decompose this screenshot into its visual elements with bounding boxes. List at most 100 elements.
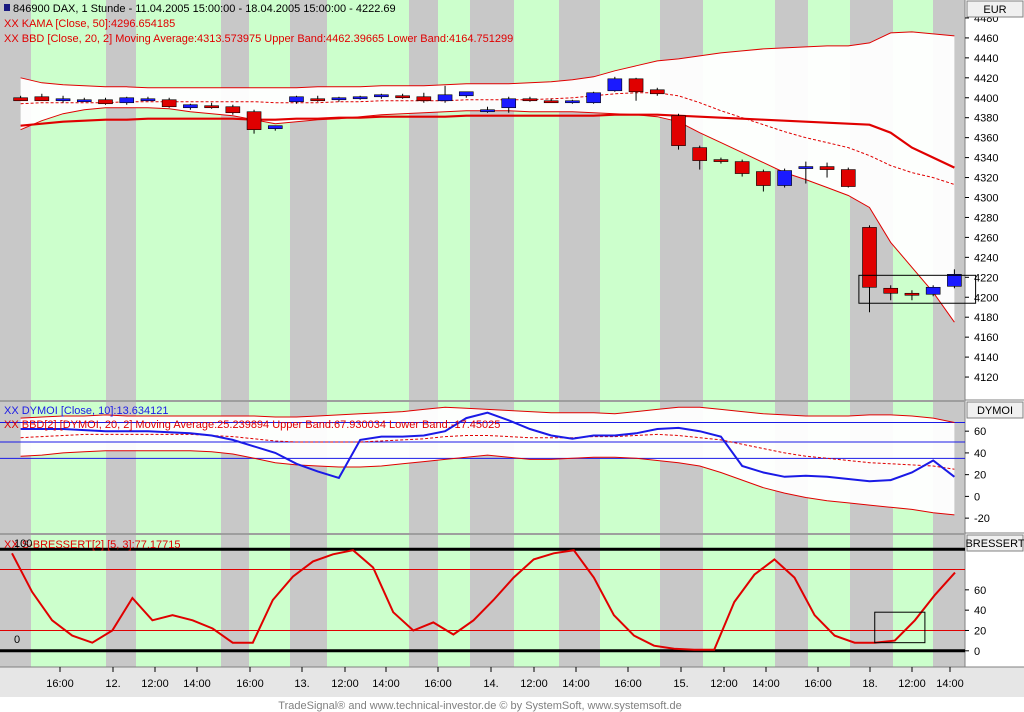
candle-body	[649, 89, 665, 95]
dymoi-bbd-legend: XX BBD[2] [DYMOI, 20, 2] Moving Average:…	[4, 419, 500, 431]
dymoi-axis-label: DYMOI	[977, 405, 1013, 417]
time-tick-label: 14:00	[183, 678, 211, 690]
dymoi-tick-label: 40	[974, 448, 986, 460]
currency-label: EUR	[983, 4, 1006, 16]
bressert-tick-label: 20	[974, 625, 986, 637]
candle-body	[55, 98, 71, 102]
price-panel	[13, 31, 977, 323]
dymoi-legend: XX DYMOI [Close, 10]:13.634121	[4, 405, 168, 417]
dymoi-axis: DYMOI -20 0 20 40 60	[965, 401, 1024, 525]
price-tick-label: 4140	[974, 352, 998, 364]
candle-body	[734, 161, 750, 174]
price-tick-label: 4160	[974, 332, 998, 344]
time-tick-label: 12:00	[141, 678, 169, 690]
bbd-legend: XX BBD [Close, 20, 2] Moving Average:431…	[4, 33, 513, 45]
bressert-axis-label: BRESSERT	[965, 538, 1024, 550]
price-tick-label: 4440	[974, 53, 998, 65]
candle-body	[862, 227, 877, 288]
dymoi-tick-label: 20	[974, 470, 986, 482]
candle-body	[34, 96, 50, 102]
bressert-line	[11, 549, 956, 651]
bressert-tick-label: 0	[974, 646, 980, 658]
dymoi-line	[20, 411, 956, 483]
time-tick-label: 12:00	[520, 678, 548, 690]
stripe	[106, 0, 136, 667]
time-tick-label: 16:00	[236, 678, 264, 690]
candle-body	[437, 94, 453, 102]
bressert-axis: BRESSERT 0 20 40 60	[965, 534, 1024, 658]
time-tick-label: 15.	[673, 678, 688, 690]
price-tick-label: 4200	[974, 292, 998, 304]
candle-body	[310, 98, 326, 102]
price-tick-label: 4180	[974, 312, 998, 324]
time-tick-label: 16:00	[804, 678, 832, 690]
bollinger-band-fill	[20, 31, 955, 323]
symbol-icon	[4, 4, 10, 11]
dymoi-mid-band	[20, 433, 955, 470]
price-axis: 4120 4140 4160 4180 4200 4220 4240 4260 4280 4300…	[965, 13, 998, 384]
price-tick-label: 4300	[974, 193, 998, 205]
bressert-legend: XX S-BRESSERT[2] [5, 3]:77.17715	[4, 539, 181, 551]
time-tick-label: 12:00	[710, 678, 738, 690]
candle-body	[416, 96, 432, 102]
candle-body	[458, 91, 474, 97]
chart-legend: 846900 DAX, 1 Stunde - 11.04.2005 15:00:…	[4, 3, 513, 45]
dymoi-axis-label-box	[966, 401, 1024, 419]
candle-body	[713, 159, 729, 162]
currency-box	[966, 0, 1024, 18]
candle-body	[204, 105, 219, 109]
dymoi-panel: XX DYMOI [Close, 10]:13.634121 XX BBD[2] …	[0, 405, 965, 516]
annotation-box	[858, 274, 977, 304]
copyright-footer: TradeSignal® and www.technical-investor.…	[278, 700, 681, 712]
candle-body	[119, 97, 135, 104]
candle-body	[947, 274, 962, 287]
candle-body	[374, 94, 389, 98]
kama-line	[20, 113, 955, 169]
candle-body	[501, 98, 517, 109]
bressert-tick-label: 40	[974, 605, 986, 617]
candle-body	[543, 100, 559, 104]
candle-body	[565, 100, 580, 104]
candle-body	[798, 166, 814, 169]
candle-body	[756, 171, 771, 186]
candle-body	[352, 96, 368, 100]
candle-body	[395, 95, 410, 99]
candle-body	[925, 286, 941, 295]
bollinger-upper-line	[20, 31, 955, 89]
symbol-title: 846900 DAX, 1 Stunde - 11.04.2005 15:00:…	[13, 3, 396, 15]
candle-body	[904, 292, 920, 296]
dymoi-band-fill	[20, 407, 955, 515]
candle-body	[480, 109, 495, 113]
candle-body	[161, 99, 177, 108]
time-tick-label: 16:00	[46, 678, 74, 690]
panel-separator	[0, 533, 965, 535]
price-tick-label: 4340	[974, 153, 998, 165]
candle-body	[331, 97, 347, 101]
kama-legend: XX KAMA [Close, 50]:4296.654185	[4, 18, 175, 30]
dymoi-upper-band	[20, 406, 955, 423]
price-tick-label: 4400	[974, 93, 998, 105]
candle-body	[140, 98, 156, 102]
time-tick-label: 13.	[294, 678, 309, 690]
candle-body	[225, 106, 241, 114]
candle-body	[586, 92, 601, 104]
time-tick-label: 14:00	[372, 678, 400, 690]
candle-body	[840, 169, 856, 187]
panel-separator	[0, 400, 965, 402]
time-tick-label: 16:00	[424, 678, 452, 690]
bressert-annotation-box	[874, 611, 926, 644]
dymoi-lower-band	[20, 450, 955, 516]
time-tick-label: 16:00	[614, 678, 642, 690]
time-tick-label: 12.	[105, 678, 120, 690]
price-tick-label: 4460	[974, 33, 998, 45]
price-tick-label: 4260	[974, 232, 998, 244]
time-tick-label: 14.	[483, 678, 498, 690]
price-axis-column	[965, 0, 1024, 667]
price-tick-label: 4220	[974, 272, 998, 284]
price-tick-label: 4120	[974, 372, 998, 384]
price-tick-label: 4280	[974, 212, 998, 224]
candle-body	[76, 99, 92, 103]
